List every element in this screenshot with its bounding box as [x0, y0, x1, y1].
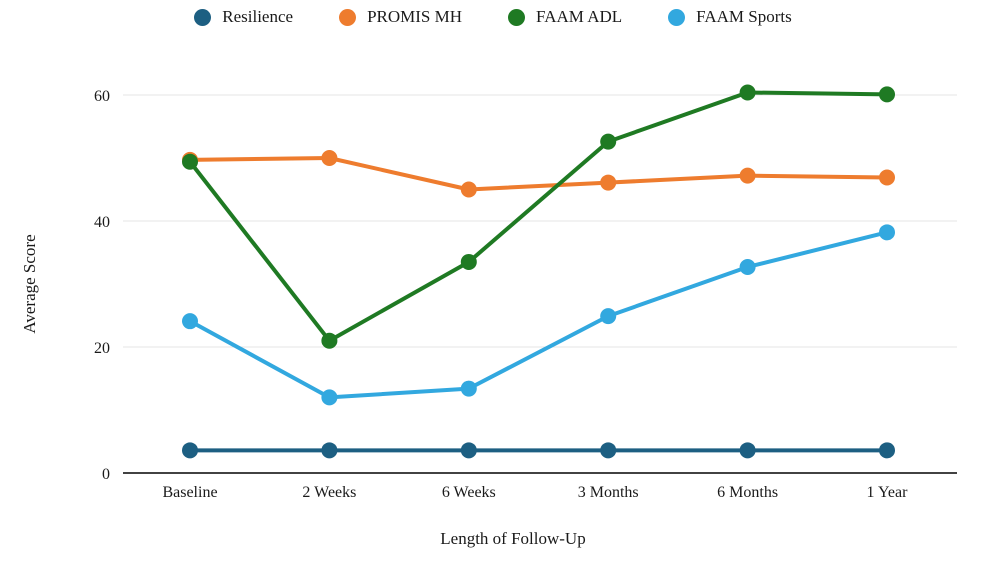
- x-tick-label: Baseline: [162, 484, 217, 501]
- data-point-faam-sports: [460, 380, 477, 397]
- y-tick-label: 60: [94, 88, 110, 105]
- legend-item-promis-mh: PROMIS MH: [339, 7, 462, 27]
- chart-legend: Resilience PROMIS MH FAAM ADL FAAM Sport…: [0, 7, 986, 27]
- data-point-promis-mh: [321, 150, 338, 166]
- data-point-faam-adl: [460, 253, 477, 270]
- x-axis-title: Length of Follow-Up: [440, 529, 586, 548]
- data-point-resilience: [600, 442, 617, 459]
- legend-dot-resilience-icon: [194, 8, 212, 26]
- legend-dot-promis-mh-icon: [339, 8, 357, 26]
- data-point-faam-adl: [182, 153, 198, 170]
- data-point-promis-mh: [739, 167, 756, 184]
- data-point-resilience: [739, 442, 756, 459]
- legend-dot-faam-adl-icon: [508, 8, 526, 26]
- y-axis-title: Average Score: [20, 234, 39, 334]
- x-tick-label: 6 Weeks: [442, 484, 496, 501]
- data-point-promis-mh: [600, 174, 617, 191]
- data-point-resilience: [879, 442, 895, 459]
- x-tick-label: 1 Year: [867, 484, 909, 501]
- data-point-faam-sports: [739, 258, 756, 275]
- data-point-faam-sports: [879, 224, 895, 241]
- y-tick-label: 20: [94, 340, 110, 357]
- series-line-faam-sports: [188, 230, 889, 400]
- legend-label-resilience: Resilience: [222, 7, 294, 26]
- data-point-resilience: [460, 442, 477, 459]
- data-point-promis-mh: [879, 169, 895, 186]
- legend-item-faam-adl: FAAM ADL: [508, 7, 622, 27]
- y-tick-label: 0: [102, 466, 110, 483]
- y-tick-label: 40: [94, 214, 110, 231]
- data-point-faam-sports: [321, 389, 338, 406]
- data-point-faam-adl: [879, 86, 895, 103]
- x-tick-label: 6 Months: [717, 484, 778, 501]
- x-tick-label: 2 Weeks: [302, 484, 356, 501]
- data-point-faam-adl: [321, 332, 338, 349]
- data-point-faam-adl: [739, 84, 756, 101]
- legend-dot-faam-sports-icon: [668, 8, 686, 26]
- series-line-promis-mh: [188, 156, 889, 192]
- data-point-resilience: [321, 442, 338, 459]
- data-point-promis-mh: [460, 181, 477, 198]
- data-point-resilience: [182, 442, 198, 459]
- series-line-faam-adl: [188, 90, 889, 343]
- legend-item-faam-sports: FAAM Sports: [668, 7, 792, 27]
- legend-item-resilience: Resilience: [194, 7, 293, 27]
- x-tick-label: 3 Months: [578, 484, 639, 501]
- data-point-faam-sports: [182, 313, 198, 330]
- data-point-faam-sports: [600, 308, 617, 325]
- legend-label-faam-sports: FAAM Sports: [696, 7, 792, 26]
- data-point-faam-adl: [600, 133, 617, 150]
- legend-label-promis-mh: PROMIS MH: [367, 7, 463, 26]
- legend-label-faam-adl: FAAM ADL: [536, 7, 623, 26]
